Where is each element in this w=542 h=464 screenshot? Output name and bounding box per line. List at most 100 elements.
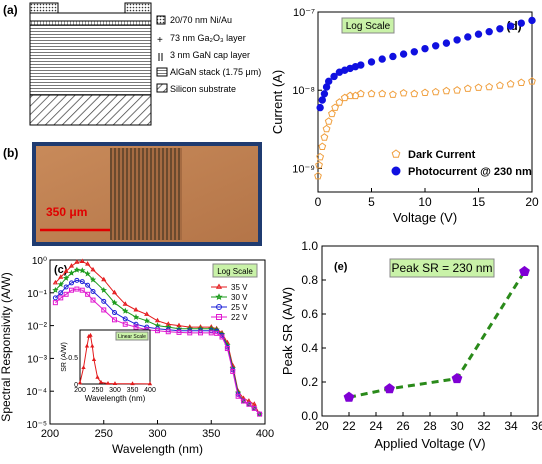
inset-data-point <box>105 381 111 385</box>
data-point-d <box>442 86 451 95</box>
data-point-c <box>52 286 59 293</box>
data-point-d <box>453 36 461 44</box>
data-point-c <box>132 313 140 320</box>
data-point-c <box>100 286 107 293</box>
data-point-c <box>57 281 64 288</box>
data-point-d <box>399 88 408 97</box>
silicon-substrate <box>29 94 152 126</box>
contact-pad-right <box>124 2 152 14</box>
gan-cap-layer <box>29 20 152 26</box>
y-tick-label-d: 10⁻⁸ <box>292 85 315 97</box>
y-axis-label-c: Spectral Responsivity (A/W) <box>0 272 13 421</box>
data-point-c <box>122 307 129 314</box>
data-point-c <box>90 288 96 294</box>
legend-label-d: Dark Current <box>408 149 476 161</box>
data-point-d <box>378 55 386 63</box>
data-point-c <box>101 307 107 313</box>
data-point-d <box>367 58 376 66</box>
data-point-d <box>506 22 515 30</box>
panel-d: 0 5 10 15 20 10⁻⁹ 10⁻⁸ 10⁻⁷ Voltage (V) Current (… <box>270 0 542 232</box>
data-point-d <box>474 30 483 38</box>
x-tick-label-e: 20 <box>315 419 329 433</box>
legend-nial: 20/70 nm Ni/Au <box>170 15 233 25</box>
inset-x-tick-label: 400 <box>144 387 156 394</box>
data-point-c <box>208 330 214 336</box>
data-point-c <box>251 401 257 406</box>
svg-text:+: + <box>157 35 163 46</box>
y-tick-label-e: 1.0 <box>301 239 318 253</box>
data-point-c <box>219 334 225 340</box>
data-point-c <box>74 277 80 283</box>
data-point-d <box>474 83 483 91</box>
data-point-d <box>399 50 408 58</box>
panel-c: 200 250 300 350 400 10⁰ 10⁻¹ 10⁻² 10⁻³ 10⁻⁴ 10⁻⁵ Wa… <box>0 252 275 459</box>
legend-marker-c <box>215 283 223 289</box>
data-point-c <box>63 284 69 290</box>
data-point-c <box>68 269 75 276</box>
data-point-c <box>69 280 74 286</box>
panel-a-label: (a) <box>3 3 18 17</box>
data-point-c <box>79 279 85 285</box>
data-point-d <box>325 77 333 86</box>
y-tick-label-d: 10⁻⁹ <box>292 163 315 175</box>
x-tick-label-c: 400 <box>256 428 274 440</box>
data-point-c <box>230 368 236 374</box>
data-point-c <box>144 311 150 316</box>
data-point-c <box>235 393 241 399</box>
data-point-d <box>318 142 327 150</box>
data-point-d <box>421 88 429 96</box>
legend-marker-d <box>391 149 401 158</box>
data-point-c <box>155 328 160 334</box>
data-point-c <box>63 291 69 297</box>
x-tick-label-c: 300 <box>148 428 166 440</box>
data-point-c <box>85 291 91 297</box>
x-axis-label-d: Voltage (V) <box>393 210 457 225</box>
data-point-d <box>378 89 387 98</box>
panel-a: (a) + 20/70 nm Ni/Au 73 nm Ga₂O₃ layer 3… <box>0 0 275 135</box>
y-axis-label-e: Peak SR (A/W) <box>280 287 295 375</box>
ga2o3-layer <box>29 12 152 22</box>
data-point-d <box>357 61 365 69</box>
data-point-d <box>389 90 397 98</box>
device-micrograph <box>32 142 262 246</box>
data-point-d <box>410 48 419 56</box>
device-structure-diagram: + <box>29 2 168 126</box>
data-point-c <box>52 279 58 285</box>
x-tick-label-d: 0 <box>315 195 322 209</box>
data-point-c <box>122 301 128 306</box>
legend-label-c: 30 V <box>231 293 248 302</box>
x-tick-label-e: 26 <box>396 419 410 433</box>
panel-e: 20 22 24 26 28 30 32 34 36 0.0 0.2 0.4 0.6 0.8 1.0 Appl… <box>280 236 542 459</box>
data-point-d <box>453 86 461 94</box>
y-axis-label-d: Current (A) <box>270 70 285 134</box>
inset-data-point <box>77 380 83 385</box>
data-point-e <box>519 265 530 276</box>
data-point-d <box>322 124 331 133</box>
data-point-c <box>154 317 161 323</box>
data-point-c <box>175 325 183 332</box>
inset-data-point <box>95 374 100 379</box>
inset-x-tick-label: 300 <box>109 387 121 394</box>
data-point-c <box>79 267 86 274</box>
chart-c: 200 250 300 350 400 10⁰ 10⁻¹ 10⁻² 10⁻³ 10⁻⁴ 10⁻⁵ Wa… <box>0 256 274 456</box>
data-point-c <box>112 310 117 316</box>
data-point-c <box>58 274 64 279</box>
data-point-d <box>517 19 526 27</box>
data-point-c <box>133 324 139 330</box>
plot-area-e <box>321 245 539 417</box>
data-point-c <box>112 317 117 323</box>
inset-data-point <box>98 379 104 384</box>
inset-data-point <box>147 381 153 386</box>
data-point-d <box>506 79 515 88</box>
series-line-c <box>55 288 260 415</box>
badge-log-scale-d: Log Scale <box>346 21 391 32</box>
inset-x-tick-label: 350 <box>127 387 139 394</box>
data-point-c <box>52 295 58 301</box>
data-point-d <box>356 89 365 98</box>
inset-y-axis-label: SR (A/W) <box>61 342 68 372</box>
legend-si: Silicon substrate <box>170 84 237 94</box>
data-point-d <box>442 39 451 47</box>
x-tick-label-c: 250 <box>95 428 113 440</box>
data-point-c <box>73 266 80 273</box>
data-point-d <box>517 78 526 86</box>
